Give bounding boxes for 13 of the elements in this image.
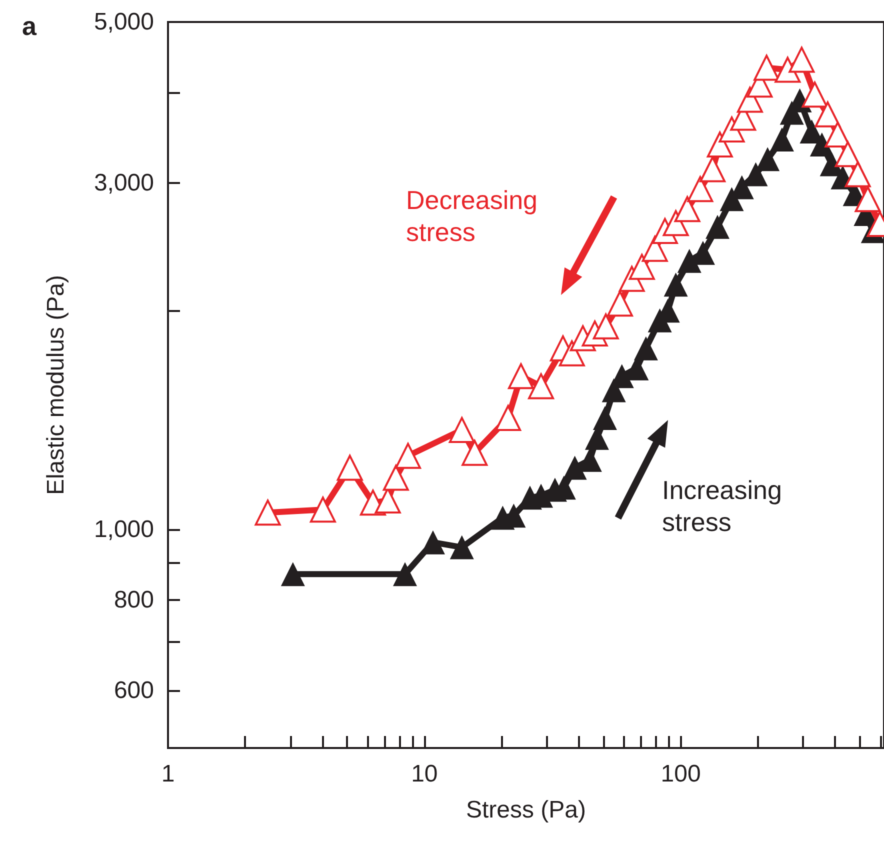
x-tick-label: 1 <box>161 760 175 788</box>
y-axis-title: Elastic modulus (Pa) <box>42 274 70 496</box>
x-tick-label: 10 <box>411 760 438 788</box>
y-tick-label: 600 <box>114 677 154 704</box>
text: a <box>22 11 37 41</box>
x-axis-title: Stress (Pa) <box>466 796 586 824</box>
y-tick-label: 800 <box>114 586 154 614</box>
x-tick-label: 100 <box>660 760 701 788</box>
y-tick-label: 3,000 <box>94 170 154 197</box>
y-tick-label: 1,000 <box>94 516 154 543</box>
y-tick-label: 5,000 <box>94 8 154 36</box>
annotation: Decreasing stress <box>406 185 538 247</box>
annotation: Increasing stress <box>662 475 782 537</box>
